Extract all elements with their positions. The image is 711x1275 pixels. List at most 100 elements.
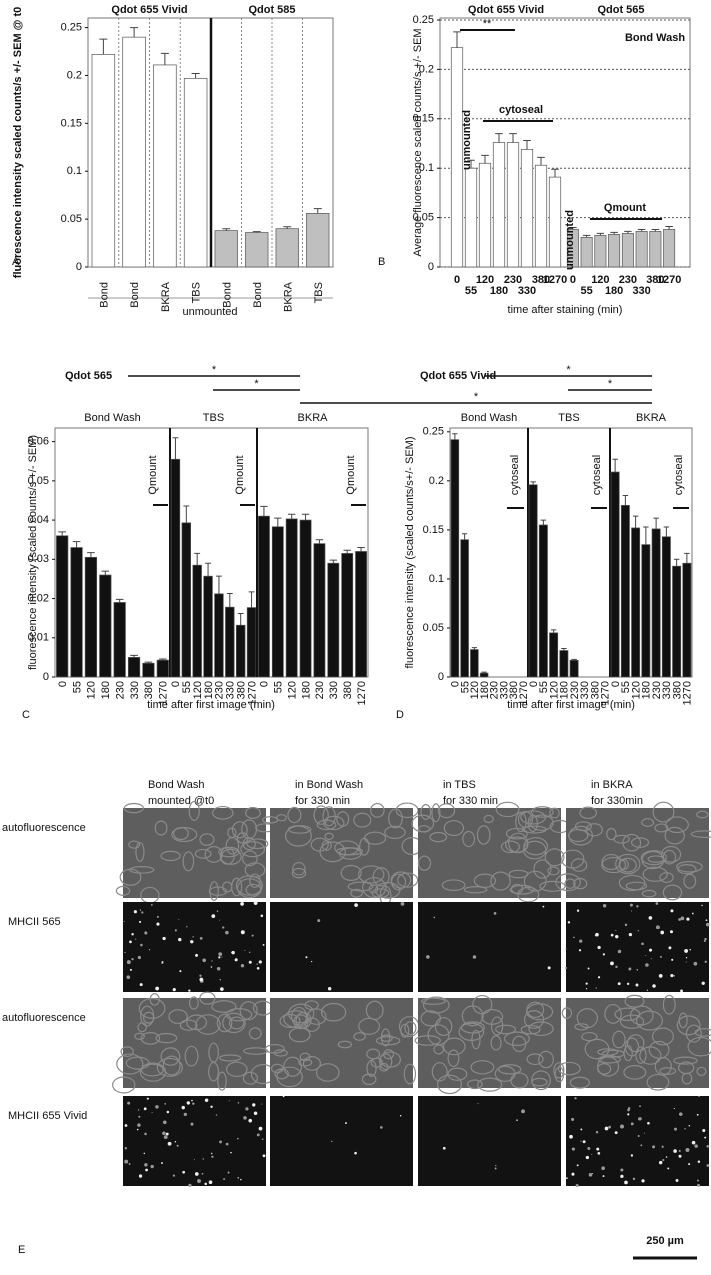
signal-speckle xyxy=(331,1140,333,1142)
tissue-structure xyxy=(677,1061,695,1075)
tissue-structure xyxy=(160,850,181,862)
signal-speckle xyxy=(617,982,621,986)
signal-speckle xyxy=(379,1126,383,1129)
tissue-structure xyxy=(579,806,598,820)
signal-speckle xyxy=(222,926,225,929)
panel-label: A xyxy=(12,256,20,268)
series-label: Qdot 585 xyxy=(248,4,295,16)
y-tick-label: 0.1 xyxy=(429,573,444,585)
x-tick-label: 230 xyxy=(314,681,326,699)
row-label: MHCII 655 Vivid xyxy=(8,1110,87,1122)
bar xyxy=(271,526,284,678)
column-header: in Bond Wash xyxy=(295,779,363,791)
x-tick-label: Bond xyxy=(221,282,233,308)
annotation: Qmount xyxy=(234,455,246,494)
signal-speckle xyxy=(192,936,194,938)
bar xyxy=(649,231,662,268)
tissue-structure xyxy=(188,800,200,821)
signal-speckle xyxy=(252,1103,256,1107)
x-tick-label: 120 xyxy=(286,681,298,699)
signal-speckle xyxy=(582,1140,586,1144)
signal-speckle xyxy=(136,1128,139,1131)
tissue-structure xyxy=(400,1023,410,1038)
signal-speckle xyxy=(261,1138,264,1140)
tissue-structure xyxy=(182,851,195,872)
tissue-structure xyxy=(585,823,603,837)
tissue-structure xyxy=(626,1034,645,1053)
bar xyxy=(549,632,559,678)
error-bar xyxy=(569,226,577,230)
tissue-structure xyxy=(522,840,547,860)
row-label: autofluorescence xyxy=(2,822,86,834)
tissue-structure xyxy=(140,1005,155,1027)
tissue-structure xyxy=(531,1070,551,1091)
bar xyxy=(192,564,202,678)
signal-speckle xyxy=(256,966,260,970)
tissue-structure xyxy=(222,1012,246,1034)
error-bar xyxy=(287,513,296,519)
tissue-structure xyxy=(687,1036,711,1057)
signal-speckle xyxy=(188,989,191,992)
signal-speckle xyxy=(192,1102,195,1105)
bar xyxy=(569,659,579,678)
signal-speckle xyxy=(701,981,705,985)
significance-label: * xyxy=(608,378,613,390)
tissue-structure xyxy=(619,1014,645,1029)
panel-label: D xyxy=(396,709,404,721)
micrograph xyxy=(418,808,561,898)
signal-speckle xyxy=(210,966,213,968)
tissue-structure xyxy=(673,1056,698,1065)
y-tick-label: 0.2 xyxy=(67,69,82,81)
bar xyxy=(651,528,661,678)
facet-label: TBS xyxy=(203,412,224,424)
signal-speckle xyxy=(477,1103,479,1105)
tissue-structure xyxy=(447,1049,460,1068)
signal-speckle xyxy=(610,961,614,966)
signal-speckle xyxy=(670,974,674,978)
signal-speckle xyxy=(704,937,707,941)
tissue-structure xyxy=(353,812,372,828)
bar xyxy=(610,471,620,678)
signal-speckle xyxy=(317,919,321,923)
tissue-structure xyxy=(293,1014,309,1030)
bar xyxy=(153,64,177,268)
signal-speckle xyxy=(637,930,639,932)
bar xyxy=(464,167,478,268)
error-bar xyxy=(471,647,477,650)
signal-speckle xyxy=(689,949,691,951)
signal-speckle xyxy=(597,976,601,979)
tissue-structure xyxy=(683,873,697,889)
tissue-structure xyxy=(528,1021,554,1037)
y-tick-label: 0.25 xyxy=(423,426,444,438)
tissue-structure xyxy=(195,1014,221,1035)
signal-speckle xyxy=(602,1175,605,1178)
signal-speckle xyxy=(354,903,358,907)
bar xyxy=(641,544,651,678)
y-tick-label: 0.06 xyxy=(28,436,49,448)
row-label: autofluorescence xyxy=(2,1012,86,1024)
signal-speckle xyxy=(627,1107,631,1110)
y-axis-label: fluorescence intensity (scaled counts/s+… xyxy=(404,436,416,668)
error-bar xyxy=(248,591,255,608)
signal-speckle xyxy=(282,1095,285,1098)
signal-speckle xyxy=(138,1115,141,1118)
panel-label: E xyxy=(18,1244,25,1256)
tissue-structure xyxy=(477,1077,503,1092)
signal-speckle xyxy=(211,1152,213,1155)
x-tick-label: 55 xyxy=(71,681,83,693)
bar xyxy=(450,439,460,678)
error-bar xyxy=(115,598,124,603)
signal-speckle xyxy=(620,1124,624,1129)
error-bar xyxy=(596,232,605,236)
signal-speckle xyxy=(704,960,707,963)
signal-speckle xyxy=(172,1174,176,1177)
tissue-structure xyxy=(618,858,629,871)
signal-speckle xyxy=(597,945,601,950)
signal-speckle xyxy=(639,1105,641,1107)
signal-speckle xyxy=(124,951,126,953)
signal-speckle xyxy=(630,1154,634,1157)
tissue-structure xyxy=(218,846,240,858)
signal-speckle xyxy=(694,1144,698,1148)
x-tick-label: 1270 xyxy=(518,681,530,705)
signal-speckle xyxy=(230,1151,232,1154)
